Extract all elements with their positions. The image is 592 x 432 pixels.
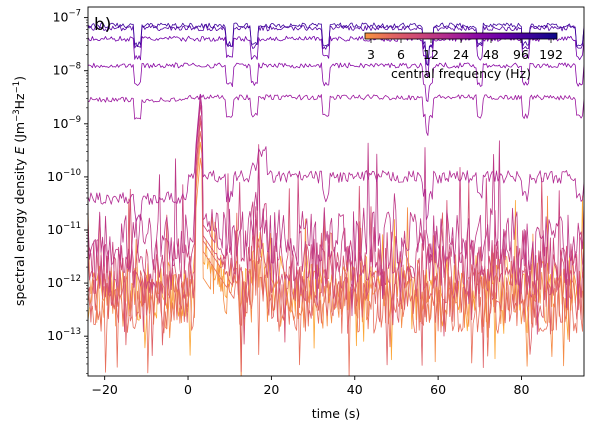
y-tick-label: 10−9 [53, 115, 81, 131]
series-line-64hz [88, 62, 584, 102]
panel-label: b) [94, 15, 111, 35]
y-tick-label: 10−7 [53, 9, 81, 25]
series-line-24hz [88, 99, 584, 317]
x-tick-label: 40 [347, 382, 363, 397]
colorbar-label: central frequency (Hz) [391, 66, 531, 81]
y-tick-label: 10−8 [53, 62, 81, 78]
y-axis-label: spectral energy density E (Jm−3Hz−1) [12, 76, 27, 306]
series-line-192hz [88, 22, 584, 66]
series-line-32hz [88, 93, 584, 223]
y-tick-label: 10−13 [47, 327, 81, 343]
x-tick-label: 0 [184, 382, 192, 397]
y-axis-ticks: 10−13 10−12 10−11 10−10 10−9 10−8 10−7 [47, 9, 88, 374]
x-tick-label: 20 [263, 382, 279, 397]
series-line-48hz [88, 93, 584, 136]
x-tick-label: −20 [91, 382, 117, 397]
x-tick-label: 80 [514, 382, 530, 397]
axes-frame [87, 6, 585, 377]
colorbar-tick-label: 24 [453, 47, 469, 62]
x-tick-label: 60 [430, 382, 446, 397]
colorbar-tick-label: 192 [539, 47, 563, 62]
colorbar-tick-label: 3 [367, 47, 375, 62]
colorbar: 3 6 12 24 48 96 192 central frequency (Hz) [364, 32, 563, 81]
series-line-16hz [88, 104, 584, 335]
y-tick-label: 10−11 [47, 221, 81, 237]
colorbar-tick-label: 48 [483, 47, 499, 62]
colorbar-tick-label: 12 [423, 47, 439, 62]
colorbar-gradient [364, 32, 558, 40]
x-axis-ticks: −20 0 20 40 60 80 [91, 376, 529, 397]
colorbar-tick-label: 96 [513, 47, 529, 62]
y-tick-label: 10−10 [47, 168, 81, 184]
colorbar-ticks: 3 6 12 24 48 96 192 [367, 39, 563, 62]
series-line-128hz [88, 25, 584, 66]
x-axis-label: time (s) [312, 406, 360, 421]
colorbar-tick-label: 6 [397, 47, 405, 62]
y-tick-label: 10−12 [47, 274, 81, 290]
